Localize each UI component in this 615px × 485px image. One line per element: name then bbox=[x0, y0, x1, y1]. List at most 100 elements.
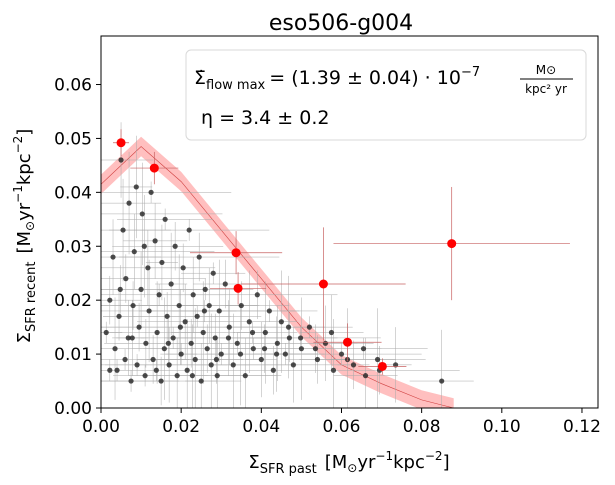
data-point bbox=[184, 367, 190, 373]
data-point bbox=[350, 362, 357, 368]
data-point bbox=[148, 189, 154, 195]
data-point bbox=[208, 362, 214, 368]
y-axis-label-exp1: −1 bbox=[11, 185, 25, 203]
data-point bbox=[134, 362, 140, 368]
data-point bbox=[159, 259, 165, 266]
chart-title: eso506-g004 bbox=[269, 11, 413, 36]
data-point bbox=[107, 297, 113, 303]
binned-point bbox=[318, 279, 328, 289]
data-point bbox=[250, 346, 256, 352]
y-tick-label: 0.06 bbox=[54, 76, 92, 96]
data-point bbox=[212, 335, 218, 341]
data-point bbox=[141, 243, 147, 249]
data-point bbox=[312, 346, 319, 352]
data-point bbox=[254, 292, 260, 298]
y-axis-label-units-close: ] bbox=[14, 129, 35, 136]
data-point bbox=[164, 313, 170, 319]
x-axis-label-sun: ⊙ bbox=[347, 461, 357, 475]
data-point bbox=[262, 329, 268, 336]
data-point bbox=[226, 324, 232, 330]
data-point bbox=[238, 302, 244, 309]
annotation-line1: Σ̇flow max = (1.39 ± 0.04) · 10−7 bbox=[194, 65, 480, 93]
annotation-exponent: −7 bbox=[461, 65, 480, 80]
x-axis-label-exp1: −1 bbox=[375, 449, 393, 463]
data-point bbox=[178, 351, 184, 357]
annotation-box-background bbox=[185, 49, 587, 141]
data-point bbox=[360, 346, 367, 352]
x-tick-label: 0.00 bbox=[82, 417, 120, 437]
x-tick-label: 0.06 bbox=[323, 417, 361, 437]
binned-point bbox=[116, 138, 126, 148]
annotation-frac-num: M⊙ bbox=[536, 63, 556, 77]
data-point bbox=[125, 335, 131, 341]
data-point bbox=[122, 356, 128, 363]
data-point bbox=[117, 286, 123, 292]
x-axis-label-exp2: −2 bbox=[425, 449, 443, 463]
data-point bbox=[190, 292, 196, 298]
data-point bbox=[285, 324, 292, 330]
data-point bbox=[306, 324, 313, 330]
data-point bbox=[130, 302, 136, 309]
y-axis-label-units-open: [M bbox=[14, 231, 35, 254]
annotation-box: Σ̇flow max = (1.39 ± 0.04) · 10−7 M⊙ kpc²… bbox=[194, 63, 573, 129]
data-point bbox=[143, 340, 149, 346]
y-axis-label-sun: ⊙ bbox=[23, 221, 37, 231]
y-axis-label-exp2: −2 bbox=[11, 136, 25, 154]
data-point bbox=[362, 373, 369, 379]
annotation-line2: η = 3.4 ± 0.2 bbox=[201, 107, 329, 129]
x-tick-label: 0.08 bbox=[403, 417, 441, 437]
data-point bbox=[249, 329, 256, 336]
data-point bbox=[213, 356, 220, 363]
data-point bbox=[136, 324, 142, 330]
data-point bbox=[314, 356, 321, 363]
data-point bbox=[189, 373, 195, 379]
x-axis-label-units-open: [M bbox=[325, 452, 348, 473]
data-point bbox=[154, 329, 160, 336]
data-point bbox=[166, 362, 172, 368]
data-point bbox=[123, 276, 129, 282]
data-point bbox=[230, 362, 236, 368]
data-point bbox=[112, 346, 118, 352]
data-point bbox=[133, 184, 139, 190]
data-point bbox=[103, 329, 109, 336]
data-point bbox=[146, 308, 152, 314]
binned-point bbox=[149, 163, 159, 173]
data-point bbox=[145, 265, 151, 271]
data-point bbox=[176, 302, 182, 309]
data-point bbox=[198, 378, 204, 384]
data-point bbox=[222, 281, 228, 287]
data-point bbox=[177, 324, 183, 330]
data-point bbox=[170, 335, 176, 341]
y-tick-label: 0.02 bbox=[54, 291, 92, 311]
data-point bbox=[439, 378, 445, 384]
x-axis-label-units-close: ] bbox=[443, 452, 450, 473]
x-axis-label-subscript: SFR past bbox=[260, 462, 317, 477]
data-point bbox=[242, 373, 248, 379]
data-point bbox=[246, 319, 252, 325]
data-point bbox=[234, 340, 240, 346]
data-point bbox=[107, 367, 113, 373]
y-axis-label-yr: yr bbox=[14, 202, 35, 221]
data-point bbox=[162, 216, 168, 222]
x-axis-label-symbol: Σ bbox=[248, 452, 259, 473]
data-point bbox=[131, 249, 137, 255]
annotation-value: = (1.39 ± 0.04) · 10 bbox=[269, 67, 461, 89]
data-point bbox=[114, 367, 120, 373]
data-point bbox=[116, 313, 122, 319]
data-point bbox=[218, 351, 224, 357]
data-point bbox=[161, 346, 167, 352]
data-point bbox=[152, 238, 158, 244]
data-point bbox=[266, 308, 272, 314]
y-tick-label: 0.04 bbox=[54, 183, 92, 203]
data-point bbox=[126, 200, 132, 206]
binned-point bbox=[342, 337, 352, 347]
data-point bbox=[298, 335, 304, 341]
data-point bbox=[192, 356, 198, 363]
data-point bbox=[374, 356, 381, 363]
data-point bbox=[286, 335, 292, 341]
data-point bbox=[225, 335, 232, 341]
y-axis-label-subscript: SFR recent bbox=[24, 262, 39, 332]
data-point bbox=[129, 335, 135, 341]
data-point bbox=[153, 367, 159, 373]
